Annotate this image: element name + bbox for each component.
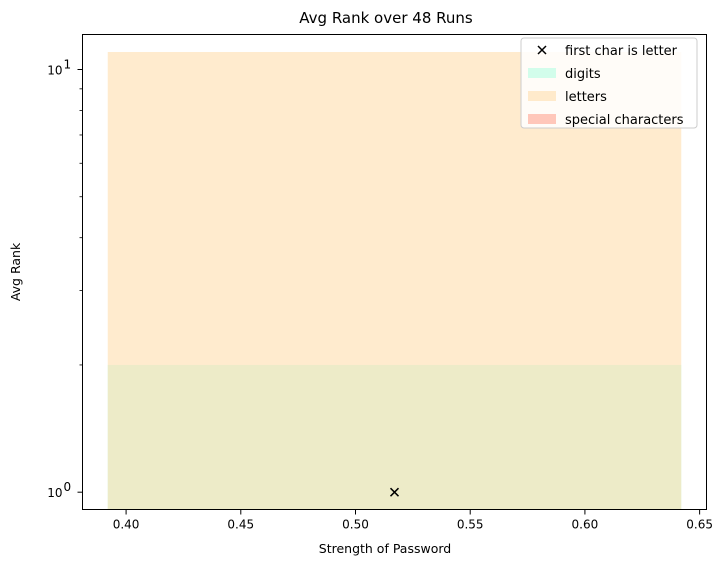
x-tick-label: 0.55 [457, 518, 484, 532]
legend-swatch [528, 68, 556, 78]
x-axis-ticks: 0.40 0.45 0.50 0.55 0.60 0.65 [113, 509, 713, 532]
x-tick-label: 0.60 [572, 518, 599, 532]
x-tick-label: 0.45 [227, 518, 254, 532]
legend-box [520, 37, 698, 129]
legend-label: digits [565, 67, 601, 82]
y-tick-label: 10 [47, 63, 62, 77]
legend-swatch [528, 91, 556, 101]
x-tick-label: 0.65 [686, 518, 713, 532]
legend: first char is letter digits letters special… [520, 37, 698, 129]
y-tick-exponent: 0 [64, 480, 72, 494]
y-tick-exponent: 1 [64, 57, 72, 71]
y-tick-label: 10 [47, 486, 62, 500]
legend-swatch [528, 114, 556, 124]
y-axis-label: Avg Rank [8, 242, 23, 301]
point-marker [389, 487, 400, 497]
plot-frame [82, 34, 707, 510]
legend-label: first char is letter [565, 44, 678, 59]
legend-marker [537, 45, 547, 55]
data-points [389, 487, 400, 497]
x-axis-label: Strength of Password [319, 541, 451, 556]
chart-title: Avg Rank over 48 Runs [299, 9, 473, 27]
legend-label: letters [565, 90, 607, 105]
x-tick-label: 0.40 [113, 518, 140, 532]
legend-label: special characters [565, 113, 684, 128]
x-tick-label: 0.50 [342, 518, 369, 532]
